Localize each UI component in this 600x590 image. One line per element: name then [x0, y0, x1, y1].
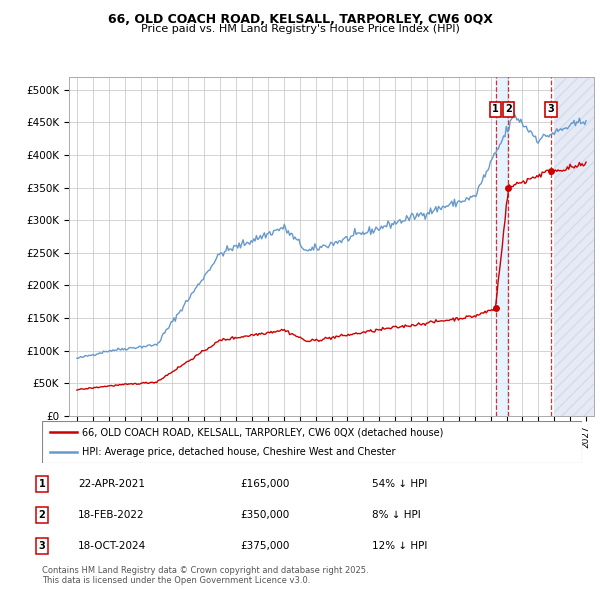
Text: 1: 1	[38, 480, 46, 489]
Text: 2: 2	[505, 104, 512, 114]
Text: 12% ↓ HPI: 12% ↓ HPI	[372, 541, 427, 550]
Text: Contains HM Land Registry data © Crown copyright and database right 2025.
This d: Contains HM Land Registry data © Crown c…	[42, 566, 368, 585]
Bar	[554, 77, 594, 416]
Text: 3: 3	[548, 104, 554, 114]
Text: 66, OLD COACH ROAD, KELSALL, TARPORLEY, CW6 0QX (detached house): 66, OLD COACH ROAD, KELSALL, TARPORLEY, …	[83, 427, 444, 437]
Text: 2: 2	[38, 510, 46, 520]
Text: 18-OCT-2024: 18-OCT-2024	[78, 541, 146, 550]
Text: HPI: Average price, detached house, Cheshire West and Chester: HPI: Average price, detached house, Ches…	[83, 447, 396, 457]
Text: 18-FEB-2022: 18-FEB-2022	[78, 510, 145, 520]
Text: 22-APR-2021: 22-APR-2021	[78, 480, 145, 489]
Text: 1: 1	[492, 104, 499, 114]
Bar	[554, 77, 594, 416]
Text: £165,000: £165,000	[240, 480, 289, 489]
Text: Price paid vs. HM Land Registry's House Price Index (HPI): Price paid vs. HM Land Registry's House …	[140, 24, 460, 34]
Text: 8% ↓ HPI: 8% ↓ HPI	[372, 510, 421, 520]
Text: £350,000: £350,000	[240, 510, 289, 520]
Text: £375,000: £375,000	[240, 541, 289, 550]
Text: 54% ↓ HPI: 54% ↓ HPI	[372, 480, 427, 489]
Text: 3: 3	[38, 541, 46, 550]
Text: 66, OLD COACH ROAD, KELSALL, TARPORLEY, CW6 0QX: 66, OLD COACH ROAD, KELSALL, TARPORLEY, …	[107, 13, 493, 26]
Bar	[496, 77, 508, 416]
